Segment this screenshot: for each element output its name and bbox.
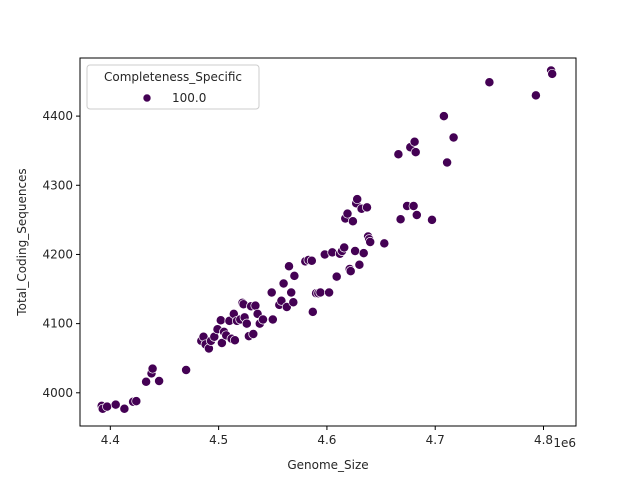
data-point bbox=[288, 297, 299, 308]
x-axis-label: Genome_Size bbox=[287, 458, 368, 472]
y-axis-label: Total_Coding_Sequences bbox=[15, 168, 29, 316]
data-point bbox=[411, 210, 422, 220]
data-point bbox=[286, 287, 297, 298]
data-point bbox=[484, 77, 495, 88]
legend-marker-icon bbox=[142, 93, 152, 103]
data-point bbox=[379, 238, 390, 249]
x-tick-label: 4.5 bbox=[209, 433, 228, 447]
x-tick-label: 4.6 bbox=[317, 433, 336, 447]
y-tick-label: 4100 bbox=[42, 317, 73, 331]
data-point bbox=[147, 363, 158, 374]
data-point bbox=[289, 270, 300, 281]
data-point bbox=[438, 111, 449, 122]
data-point bbox=[284, 261, 294, 272]
data-point bbox=[350, 246, 361, 256]
data-point bbox=[358, 248, 369, 259]
data-point bbox=[215, 315, 226, 326]
legend: Completeness_Specific 100.0 bbox=[86, 64, 260, 110]
data-point bbox=[395, 214, 406, 225]
data-point bbox=[345, 266, 356, 277]
data-point bbox=[427, 214, 437, 225]
data-point bbox=[442, 157, 453, 168]
data-point bbox=[266, 287, 277, 298]
data-point bbox=[110, 399, 121, 410]
data-point bbox=[307, 306, 318, 317]
data-point bbox=[216, 338, 227, 348]
data-point bbox=[408, 201, 419, 211]
data-point bbox=[339, 242, 350, 253]
data-point bbox=[410, 147, 421, 158]
data-point bbox=[141, 376, 152, 387]
data-point bbox=[258, 314, 268, 325]
x-tick-label: 4.8 bbox=[534, 433, 553, 447]
data-point bbox=[331, 271, 342, 282]
y-tick-label: 4200 bbox=[42, 247, 73, 261]
data-point bbox=[352, 194, 363, 205]
y-axis-ticks: 4000 4100 4200 4300 4400 bbox=[42, 109, 80, 400]
data-point bbox=[181, 365, 192, 375]
data-point bbox=[448, 132, 459, 143]
data-point bbox=[530, 90, 541, 101]
data-point bbox=[306, 255, 317, 266]
y-tick-label: 4000 bbox=[42, 386, 73, 400]
data-point bbox=[278, 278, 289, 289]
data-point bbox=[250, 300, 261, 311]
data-point bbox=[315, 287, 326, 298]
data-points bbox=[96, 65, 558, 414]
x-tick-label: 4.7 bbox=[426, 433, 445, 447]
y-tick-label: 4400 bbox=[42, 109, 73, 123]
data-point bbox=[324, 287, 335, 298]
data-point bbox=[342, 208, 353, 219]
data-point bbox=[119, 403, 130, 414]
data-point bbox=[409, 136, 420, 147]
data-point bbox=[347, 216, 358, 227]
data-point bbox=[362, 202, 372, 213]
legend-title: Completeness_Specific bbox=[104, 70, 242, 84]
data-point bbox=[131, 396, 142, 407]
y-tick-label: 4300 bbox=[42, 178, 73, 192]
data-point bbox=[354, 259, 365, 270]
x-axis-offset-label: 1e6 bbox=[553, 436, 576, 450]
data-point bbox=[102, 401, 113, 412]
data-point bbox=[229, 335, 240, 346]
data-point bbox=[276, 295, 287, 306]
data-point bbox=[267, 314, 278, 325]
legend-entry-label: 100.0 bbox=[172, 91, 206, 105]
data-point bbox=[547, 68, 558, 79]
x-tick-label: 4.4 bbox=[101, 433, 120, 447]
plot-frame bbox=[79, 57, 577, 427]
data-point bbox=[154, 376, 165, 386]
data-point bbox=[241, 318, 252, 329]
data-point bbox=[365, 237, 376, 247]
legend-box bbox=[86, 64, 260, 110]
x-axis-ticks: 4.4 4.5 4.6 4.7 4.8 bbox=[101, 426, 553, 447]
data-point bbox=[248, 329, 259, 339]
data-point bbox=[393, 149, 404, 160]
